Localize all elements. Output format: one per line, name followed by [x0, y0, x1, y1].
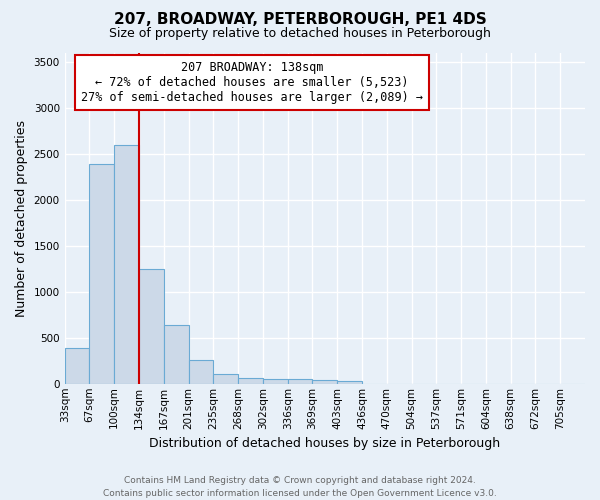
Text: Size of property relative to detached houses in Peterborough: Size of property relative to detached ho…: [109, 28, 491, 40]
Bar: [89, 164, 114, 384]
Bar: [263, 378, 287, 384]
Bar: [313, 380, 337, 384]
Y-axis label: Number of detached properties: Number of detached properties: [15, 120, 28, 316]
Bar: [287, 379, 313, 384]
Bar: [164, 325, 188, 384]
Bar: [139, 268, 164, 384]
Bar: [65, 348, 89, 384]
Bar: [188, 360, 214, 384]
Bar: [238, 378, 263, 384]
Text: 207 BROADWAY: 138sqm
← 72% of detached houses are smaller (5,523)
27% of semi-de: 207 BROADWAY: 138sqm ← 72% of detached h…: [81, 61, 423, 104]
Bar: [114, 144, 139, 384]
Bar: [337, 380, 362, 384]
X-axis label: Distribution of detached houses by size in Peterborough: Distribution of detached houses by size …: [149, 437, 500, 450]
Text: Contains HM Land Registry data © Crown copyright and database right 2024.
Contai: Contains HM Land Registry data © Crown c…: [103, 476, 497, 498]
Bar: [214, 374, 238, 384]
Text: 207, BROADWAY, PETERBOROUGH, PE1 4DS: 207, BROADWAY, PETERBOROUGH, PE1 4DS: [113, 12, 487, 28]
